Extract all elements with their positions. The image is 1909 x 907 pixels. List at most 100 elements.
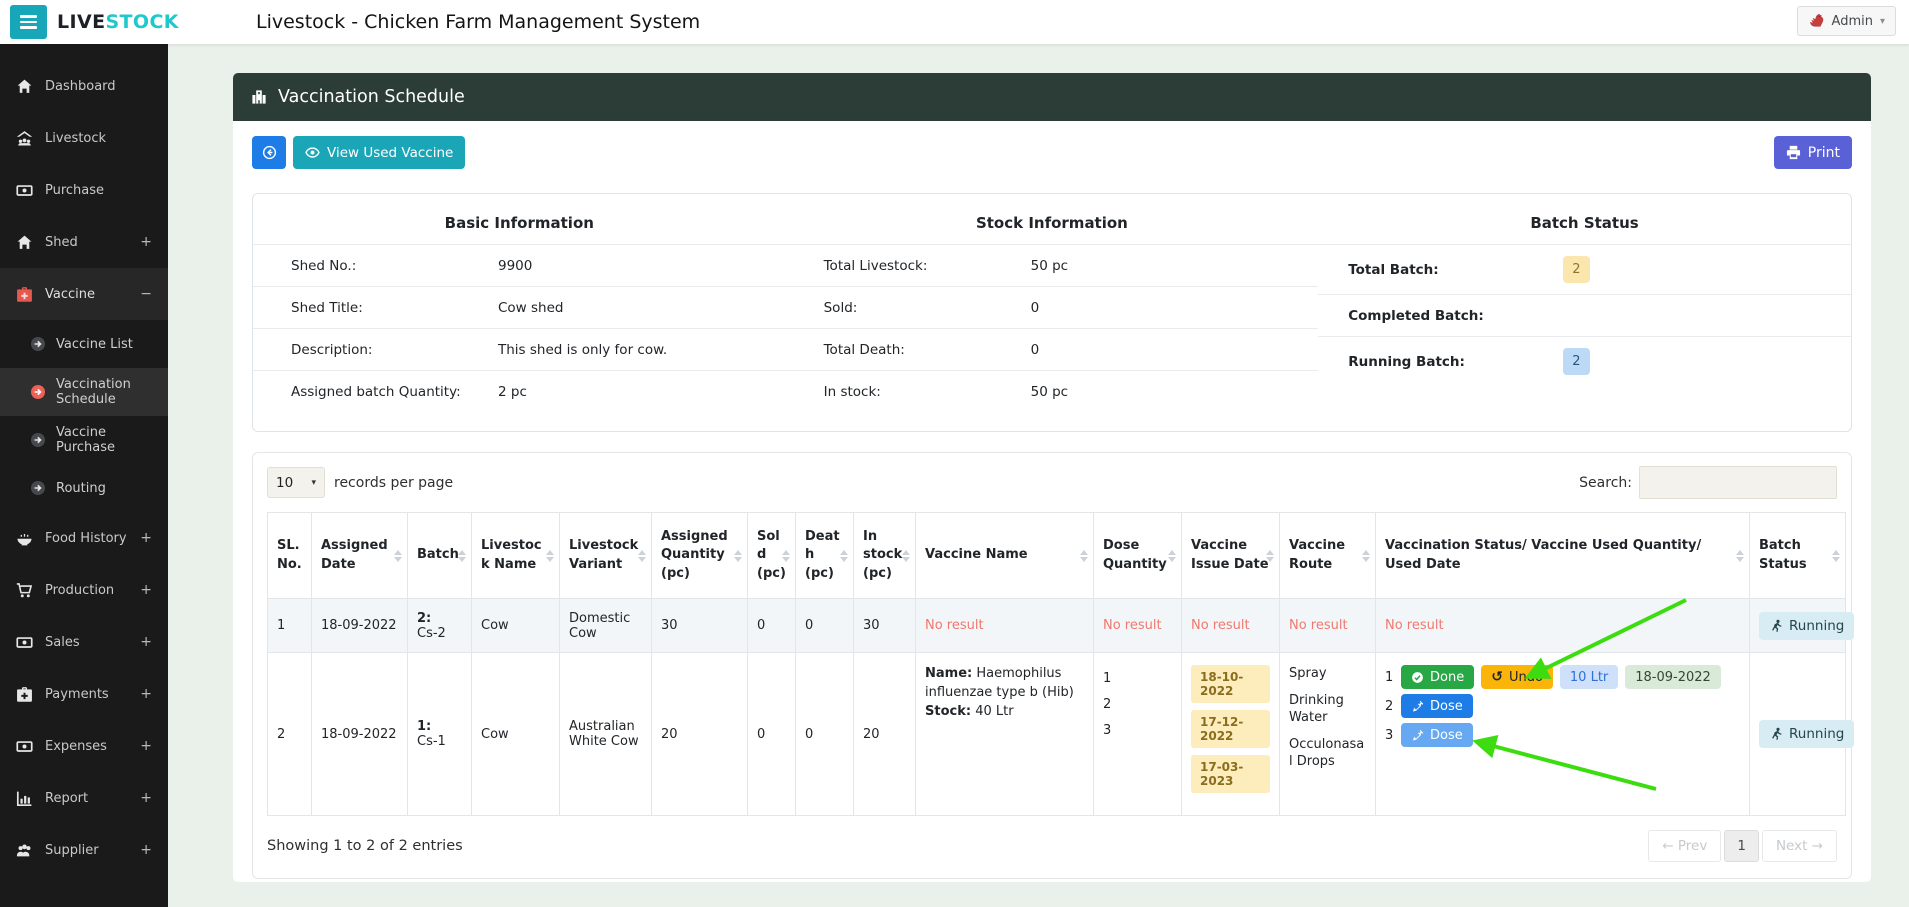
sidebar-item-vaccine[interactable]: Vaccine − (0, 268, 168, 320)
admin-menu-button[interactable]: Admin ▾ (1796, 6, 1896, 36)
runner-icon (1769, 727, 1783, 741)
undo-button[interactable]: ↺ Undo (1481, 665, 1553, 689)
column-header-vaccination-status[interactable]: Vaccination Status/ Vaccine Used Quantit… (1375, 512, 1750, 599)
view-used-vaccine-button[interactable]: View Used Vaccine (293, 136, 466, 169)
column-header-dose-quantity[interactable]: Dose Quantity (1093, 512, 1182, 599)
page-1-button[interactable]: 1 (1724, 830, 1759, 862)
column-header-livestock-variant[interactable]: Livestock Variant (559, 512, 652, 599)
column-header-death[interactable]: Death (pc) (795, 512, 854, 599)
users-icon (16, 842, 33, 859)
cell-vaccination-status: 1 Done ↺ Undo 10 Ltr 18-09- (1375, 652, 1750, 816)
sidebar-item-livestock[interactable]: Livestock (0, 112, 168, 164)
sidebar-item-supplier[interactable]: Supplier + (0, 824, 168, 876)
sidebar-subitem-vaccine-purchase[interactable]: Vaccine Purchase (0, 416, 168, 464)
stock-information-section: Stock Information Total Livestock: 50 pc … (785, 206, 1319, 413)
column-header-livestock-name[interactable]: Livestock Name (471, 512, 560, 599)
sort-icon (734, 549, 742, 562)
expand-plus-icon: + (140, 530, 152, 546)
cell-assigned-date: 18-09-2022 (311, 598, 408, 653)
hamburger-menu-button[interactable] (10, 5, 47, 39)
column-header-in-stock[interactable]: In stock (pc) (853, 512, 916, 599)
info-label: Total Death: (823, 341, 905, 358)
search-input[interactable] (1639, 466, 1837, 499)
panel-title: Vaccination Schedule (278, 87, 465, 107)
expand-plus-icon: + (140, 634, 152, 650)
records-per-page-label: records per page (334, 474, 454, 491)
banknote-icon (16, 634, 33, 651)
info-value: This shed is only for cow. (498, 341, 668, 358)
panel-header: Vaccination Schedule (233, 73, 1871, 121)
column-header-sold[interactable]: Sold (pc) (747, 512, 796, 599)
issue-date-badge: 17-03-2023 (1191, 755, 1270, 793)
dose-button[interactable]: Dose (1401, 694, 1473, 718)
column-header-vaccine-issue-date[interactable]: Vaccine Issue Date (1181, 512, 1280, 599)
expand-plus-icon: + (140, 790, 152, 806)
sidebar-subitem-routing[interactable]: Routing (0, 464, 168, 512)
sort-icon (1266, 549, 1274, 562)
column-header-sl-no: SL. No. (267, 512, 312, 599)
done-button[interactable]: Done (1401, 665, 1475, 689)
print-button[interactable]: Print (1773, 136, 1852, 169)
section-title: Batch Status (1318, 206, 1851, 245)
rooster-icon (1808, 13, 1825, 30)
info-label: Total Livestock: (823, 257, 928, 274)
info-label: Total Batch: (1348, 261, 1439, 278)
home-icon (16, 78, 33, 95)
caret-down-icon: ▾ (311, 477, 316, 488)
sidebar-item-sales[interactable]: Sales + (0, 616, 168, 668)
column-header-batch[interactable]: Batch (407, 512, 472, 599)
cell-vaccine-route: No result (1279, 598, 1376, 653)
sidebar-item-label: Dashboard (45, 78, 116, 94)
column-header-assigned-date[interactable]: Assigned Date (311, 512, 408, 599)
undo-icon: ↺ (1491, 669, 1503, 685)
vaccination-schedule-table: SL. No. Assigned Date Batch Livestock Na… (267, 512, 1855, 816)
info-value: 0 (1030, 341, 1040, 358)
sidebar-item-shed[interactable]: Shed + (0, 216, 168, 268)
sidebar-item-production[interactable]: Production + (0, 564, 168, 616)
sidebar-item-payments[interactable]: Payments + (0, 668, 168, 720)
syringe-icon (1411, 700, 1424, 713)
info-value: 50 pc (1030, 257, 1069, 274)
back-button[interactable] (252, 136, 286, 169)
running-status-badge: Running (1759, 611, 1855, 640)
banknote-icon (16, 182, 33, 199)
column-header-assigned-quantity[interactable]: Assigned Quantity (pc) (651, 512, 748, 599)
cell-livestock-name: Cow (471, 598, 560, 653)
next-page-button[interactable]: Next → (1761, 830, 1837, 862)
sidebar-item-food-history[interactable]: Food History + (0, 512, 168, 564)
sidebar-item-report[interactable]: Report + (0, 772, 168, 824)
sidebar-item-label: Report (45, 790, 89, 806)
total-batch-badge: 2 (1563, 256, 1590, 283)
sidebar-subitem-vaccination-schedule[interactable]: Vaccination Schedule (0, 368, 168, 416)
sidebar-item-label: Livestock (45, 130, 107, 146)
sort-icon (638, 549, 646, 562)
info-value: 50 pc (1030, 384, 1069, 400)
printer-icon (1786, 145, 1801, 160)
check-circle-icon (1411, 671, 1424, 684)
sort-icon (1168, 549, 1176, 562)
expand-plus-icon: + (140, 686, 152, 702)
cell-batch-status: Running (1749, 652, 1855, 816)
sidebar-item-dashboard[interactable]: Dashboard (0, 60, 168, 112)
sidebar-subitem-vaccine-list[interactable]: Vaccine List (0, 320, 168, 368)
issue-date-badge: 17-12-2022 (1191, 710, 1270, 748)
cell-dose-quantity: 1 2 3 (1093, 652, 1182, 816)
records-per-page-select[interactable]: 10 ▾ (267, 467, 325, 498)
info-label: In stock: (823, 384, 881, 400)
cell-batch: 1: Cs-1 (407, 652, 472, 816)
column-header-batch-status[interactable]: Batch Status (1749, 512, 1846, 599)
collapse-minus-icon: − (140, 286, 152, 302)
dose-button-disabled[interactable]: Dose (1401, 723, 1473, 747)
prev-page-button[interactable]: ← Prev (1648, 830, 1722, 862)
caret-down-icon: ▾ (1879, 15, 1885, 27)
sort-icon (546, 549, 554, 562)
cell-assigned-quantity: 20 (651, 652, 748, 816)
cell-livestock-variant: Australian White Cow (559, 652, 652, 816)
sidebar-item-purchase[interactable]: Purchase (0, 164, 168, 216)
sidebar-item-expenses[interactable]: Expenses + (0, 720, 168, 772)
expand-plus-icon: + (140, 234, 152, 250)
column-header-vaccine-route[interactable]: Vaccine Route (1279, 512, 1376, 599)
cart-icon (16, 582, 33, 599)
eye-icon (305, 145, 320, 160)
column-header-vaccine-name[interactable]: Vaccine Name (915, 512, 1094, 599)
